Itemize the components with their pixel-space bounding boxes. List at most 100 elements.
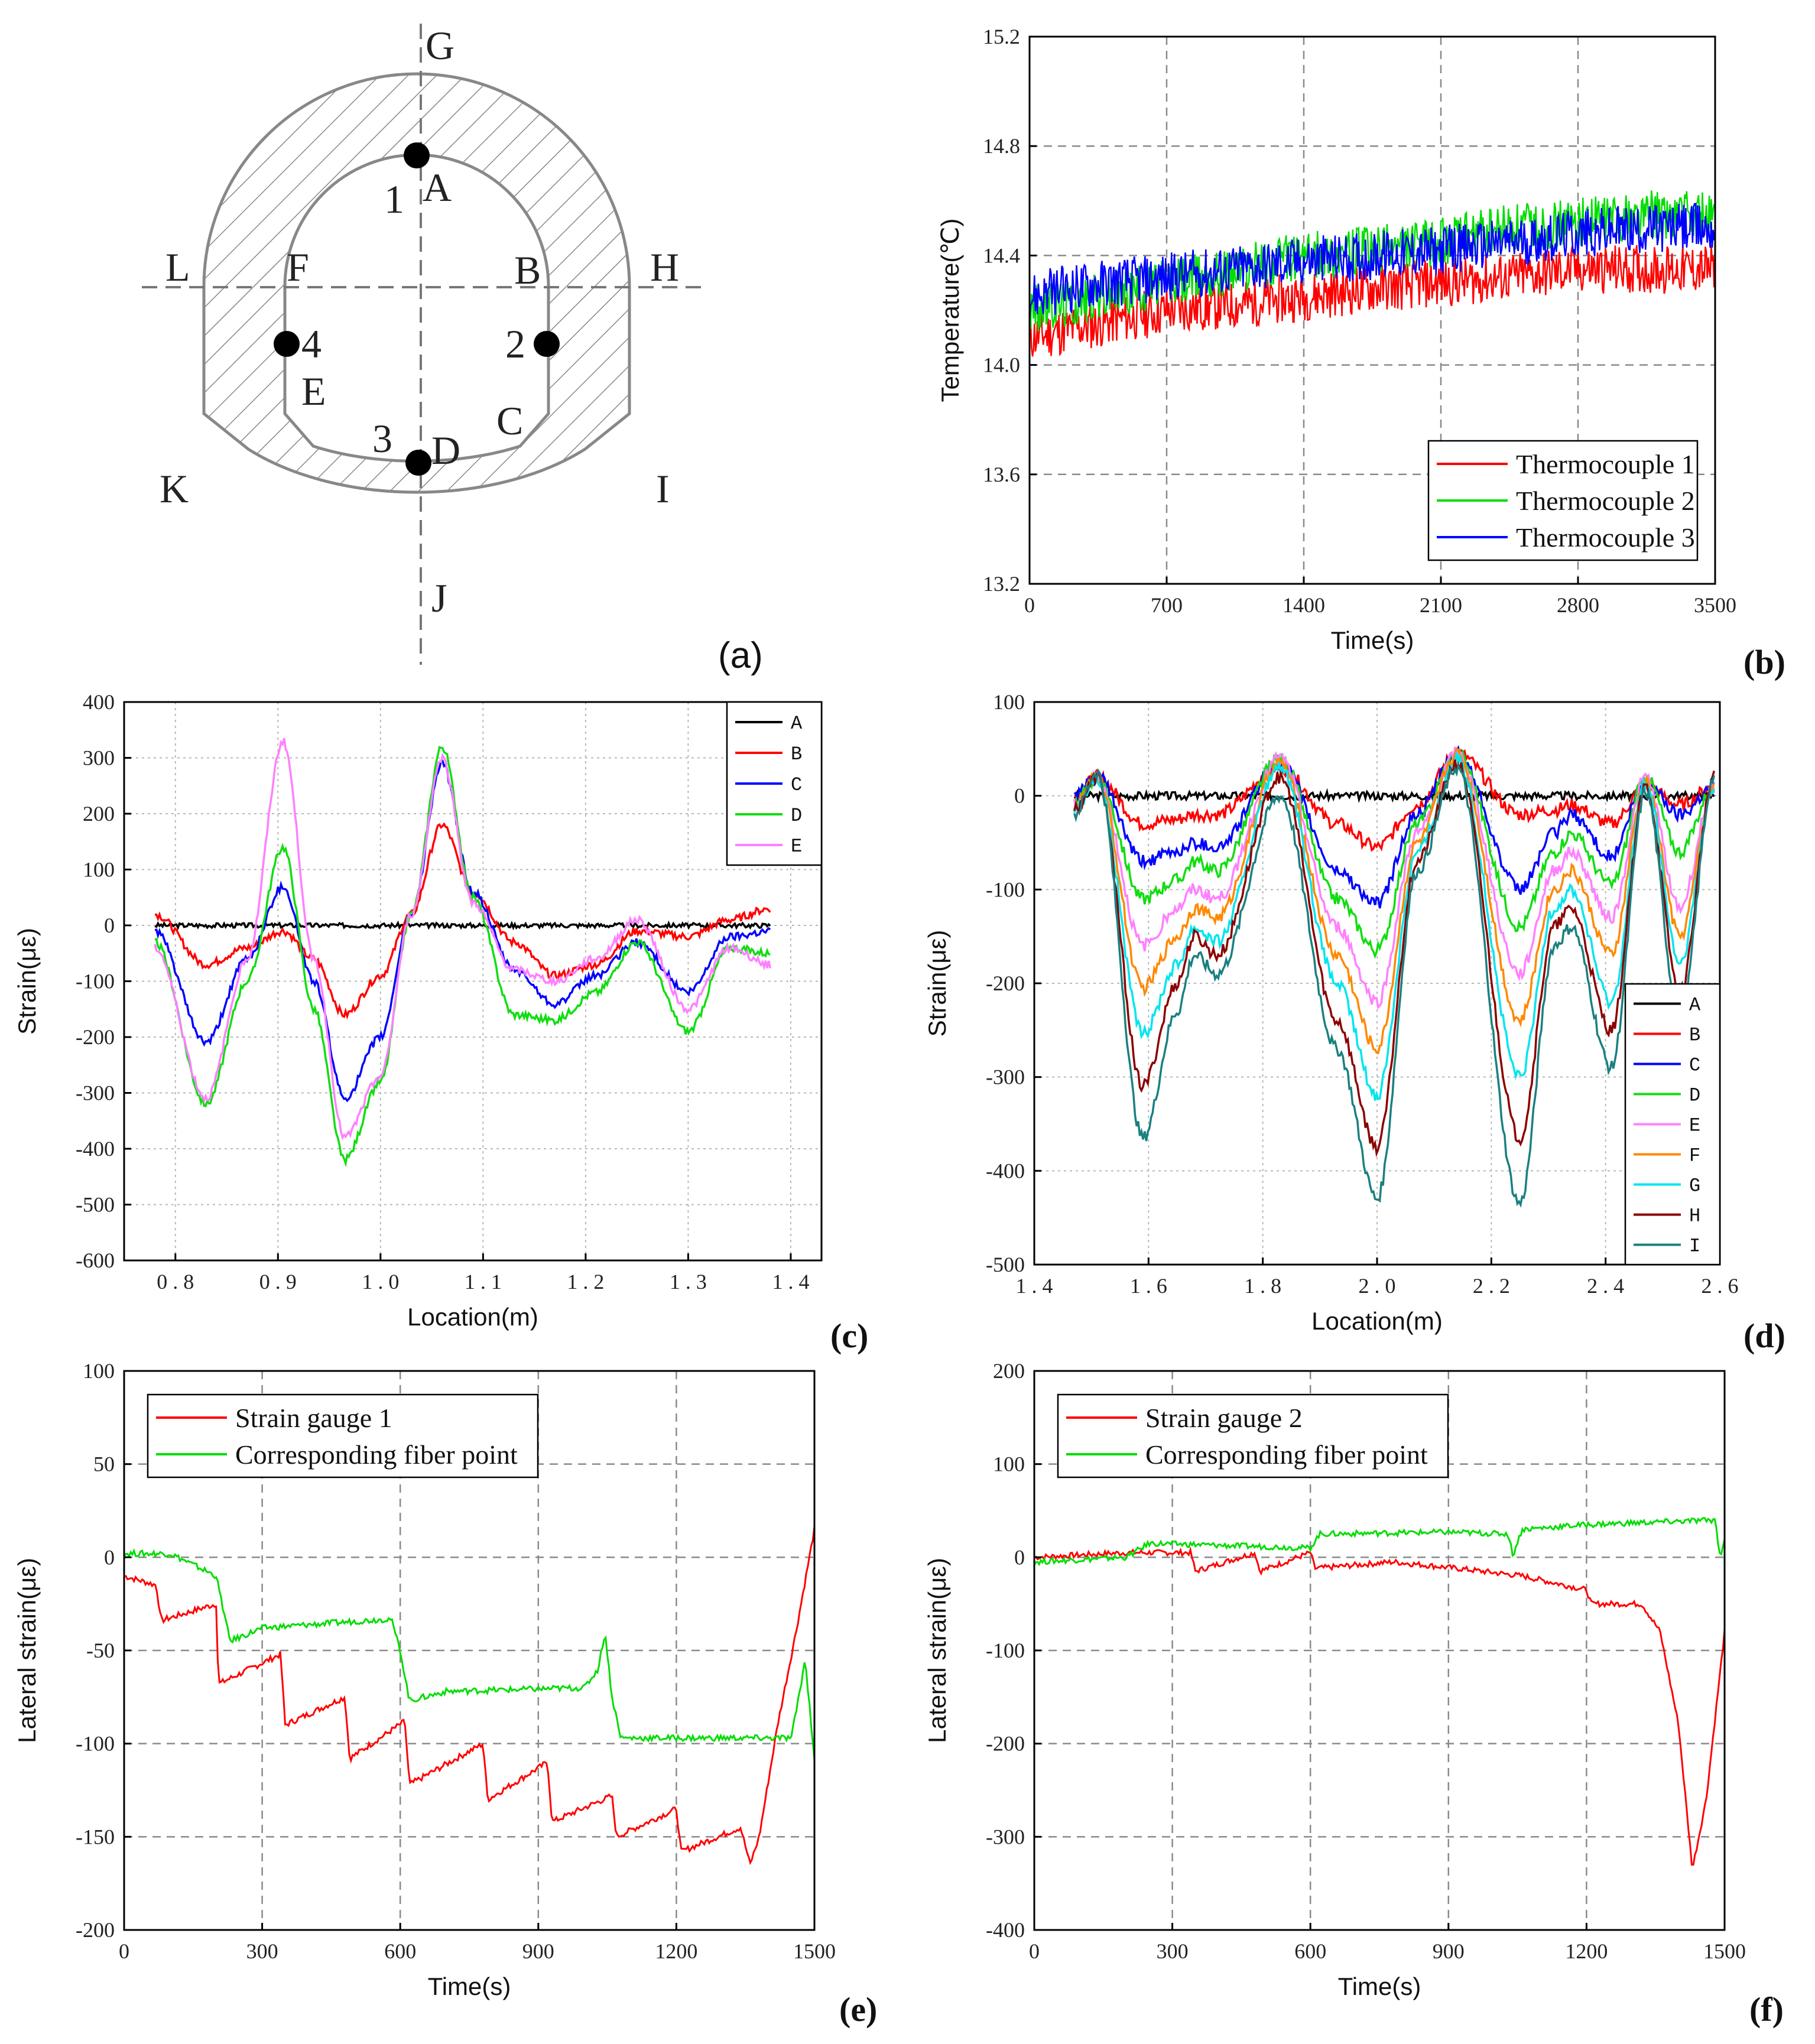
legend-label: A xyxy=(1689,995,1701,1016)
tick-label-x: 300 xyxy=(1157,1939,1189,1963)
series-line-h xyxy=(1073,759,1715,1158)
series-line-strain-gauge-2 xyxy=(1034,1546,1725,1866)
tick-label-x: 2 . 4 xyxy=(1587,1274,1624,1298)
label-K: K xyxy=(160,466,189,511)
tick-label-y: 100 xyxy=(83,858,115,882)
tick-label-x: 600 xyxy=(1294,1939,1326,1963)
panel-label-b: (b) xyxy=(1743,643,1785,681)
chart-b-body: 0 700 1400 2100 2800 3500 13.2 13.6 14.0 14.4 14.8… xyxy=(936,25,1736,654)
label-G: G xyxy=(426,24,454,68)
label-4: 4 xyxy=(301,321,322,366)
series-line-strain-gauge-1 xyxy=(124,1526,814,1866)
x-axis-label: Time(s) xyxy=(428,1972,511,2000)
plot-frame xyxy=(1028,35,1716,585)
tick-label-x: 600 xyxy=(384,1939,416,1963)
legend-label: B xyxy=(1689,1025,1700,1047)
tick-label-x: 900 xyxy=(1433,1939,1465,1963)
x-axis-label: Location(m) xyxy=(407,1303,538,1331)
panel-label-d: (d) xyxy=(1743,1317,1785,1355)
tick-label-y: 100 xyxy=(993,1452,1025,1476)
tick-label-x: 1 . 6 xyxy=(1130,1274,1167,1298)
tick-label-y: -200 xyxy=(76,1918,115,1942)
tick-label-y: 200 xyxy=(83,802,115,826)
x-axis-label: Time(s) xyxy=(1338,1972,1421,2000)
panel-e-lateral-strain-chart: 0 300 600 900 1200 1500 -200 -150 -100 -50 0 50 100 T… xyxy=(13,1359,877,2029)
tick-label-x: 700 xyxy=(1151,593,1183,617)
legend-box xyxy=(1057,1393,1449,1478)
sensor-point-1 xyxy=(404,142,430,168)
series-line-d xyxy=(1073,748,1715,959)
legend-label: C xyxy=(1689,1055,1700,1077)
legend: Strain gauge 1 Corresponding fiber point xyxy=(147,1393,539,1478)
series-group xyxy=(1030,190,1715,357)
tick-label-y: -500 xyxy=(76,1193,115,1217)
tick-label-x: 2800 xyxy=(1557,593,1599,617)
tick-label-x: 1 . 3 xyxy=(670,1270,707,1294)
tick-label-x: 1 . 0 xyxy=(362,1270,399,1294)
tick-label-y: 0 xyxy=(1014,1545,1025,1569)
legend-label: C xyxy=(791,774,802,796)
tick-label-y: -100 xyxy=(986,878,1025,901)
series-line-c xyxy=(154,759,771,1103)
label-J: J xyxy=(431,576,447,620)
tick-label-y: 300 xyxy=(83,746,115,770)
tick-label-y: -100 xyxy=(986,1639,1025,1662)
series-line-d xyxy=(154,746,771,1168)
tick-label-x: 1200 xyxy=(655,1939,697,1963)
tick-label-y: 0 xyxy=(1014,784,1025,808)
y-axis-label: Lateral strain(με) xyxy=(13,1558,41,1743)
tick-label-x: 1 . 1 xyxy=(465,1270,502,1294)
chart-e-body: 0 300 600 900 1200 1500 -200 -150 -100 -50 0 50 100 T… xyxy=(13,1359,836,2000)
tick-label-y: -50 xyxy=(86,1639,115,1662)
tick-label-y: 100 xyxy=(993,691,1025,714)
series-line-corresponding-fiber-point xyxy=(124,1548,814,1760)
panel-a-diagram: G A 1 L F B H 4 2 E C 3 D K I J (a) xyxy=(142,24,763,676)
panel-label-c: (c) xyxy=(830,1317,868,1355)
tick-label-y: -200 xyxy=(986,1732,1025,1756)
legend-label: D xyxy=(791,805,802,827)
series-line-thermocouple-1 xyxy=(1030,244,1715,357)
legend-label: D xyxy=(1689,1085,1700,1107)
tick-label-y: -600 xyxy=(76,1249,115,1272)
tick-label-x: 1400 xyxy=(1282,593,1325,617)
tick-label-y: 100 xyxy=(83,1359,115,1383)
tick-label-y: 13.6 xyxy=(983,463,1020,486)
panel-label-f: (f) xyxy=(1749,1990,1784,2029)
panel-d-strain-chart: 1 . 4 1 . 6 1 . 8 2 . 0 2 . 2 2 . 4 2 . 6 -500 -… xyxy=(923,691,1785,1355)
tick-label-x: 1 . 4 xyxy=(772,1270,809,1294)
y-axis-label: Strain(με) xyxy=(923,930,951,1037)
label-B: B xyxy=(514,248,541,293)
legend-label: G xyxy=(1689,1175,1700,1197)
label-C: C xyxy=(496,398,523,443)
tick-label-y: 50 xyxy=(93,1452,115,1476)
tick-label-y: -200 xyxy=(986,971,1025,995)
legend: Strain gauge 2 Corresponding fiber point xyxy=(1057,1393,1449,1478)
y-axis-label: Temperature(℃) xyxy=(936,219,964,402)
chart-f-body: 0 300 600 900 1200 1500 -400 -300 -200 -100 0 100 20… xyxy=(923,1359,1746,2000)
legend-label: I xyxy=(1689,1236,1700,1257)
series-line-e xyxy=(154,737,771,1140)
label-H: H xyxy=(650,245,679,290)
series-line-f xyxy=(1073,747,1715,1055)
series-group xyxy=(124,1526,814,1866)
legend-label: Thermocouple 1 xyxy=(1516,449,1695,479)
tick-label-y: -400 xyxy=(986,1159,1025,1182)
tick-label-x: 0 xyxy=(1029,1939,1040,1963)
legend-label: Strain gauge 2 xyxy=(1145,1403,1303,1433)
y-axis-label: Strain(με) xyxy=(13,928,41,1035)
tick-label-x: 1500 xyxy=(1703,1939,1746,1963)
tick-label-y: 14.8 xyxy=(983,134,1020,158)
y-axis-label: Lateral strain(με) xyxy=(923,1558,951,1743)
label-L: L xyxy=(165,245,190,290)
legend-box xyxy=(147,1393,539,1478)
tick-label-y: 0 xyxy=(104,1545,115,1569)
tick-label-x: 1500 xyxy=(793,1939,836,1963)
tick-label-x: 0 xyxy=(1024,593,1035,617)
tick-label-y: -100 xyxy=(76,970,115,993)
x-axis-label: Time(s) xyxy=(1331,626,1414,654)
tick-label-x: 2 . 6 xyxy=(1702,1274,1739,1298)
tick-label-x: 1 . 4 xyxy=(1016,1274,1053,1298)
tick-label-x: 3500 xyxy=(1694,593,1736,617)
chart-d-body: 1 . 4 1 . 6 1 . 8 2 . 0 2 . 2 2 . 4 2 . 6 -500 -… xyxy=(923,691,1739,1335)
